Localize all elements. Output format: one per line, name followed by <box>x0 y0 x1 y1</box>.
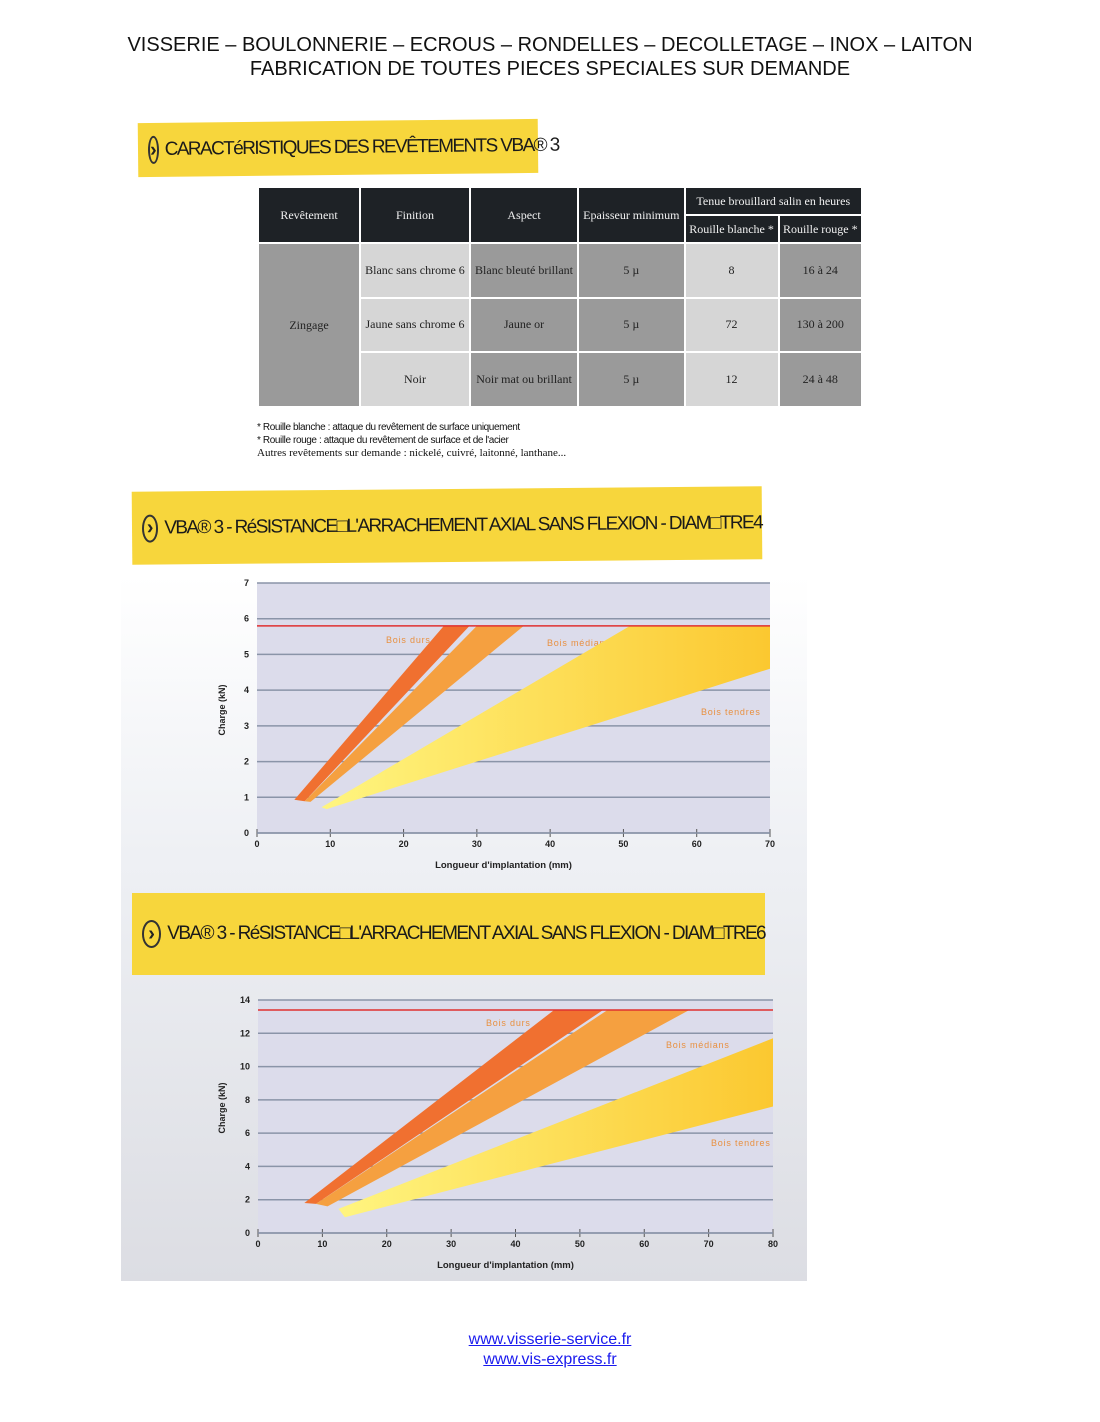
table-row: Jaune sans chrome 6 Jaune or 5 µ 72 130 … <box>259 298 861 352</box>
y-tick-label: 2 <box>244 757 249 767</box>
chevron-right-circle-icon: › <box>141 514 159 543</box>
chart2-banner: › VBA® 3 - RéSISTANCE□L'ARRACHEMENT AXIA… <box>132 893 767 975</box>
link-vis-express[interactable]: www.vis-express.fr <box>483 1351 617 1368</box>
x-axis-label: Longueur d'implantation (mm) <box>437 1260 574 1271</box>
cell-blanche: 8 <box>685 244 778 297</box>
x-tick-label: 50 <box>618 839 628 849</box>
x-tick-label: 10 <box>317 1239 327 1249</box>
y-tick-label: 0 <box>245 1228 250 1238</box>
y-axis-label: Charge (kN) <box>217 1082 227 1133</box>
cell-finition: Jaune sans chrome 6 <box>361 298 469 352</box>
x-tick-label: 50 <box>575 1239 585 1249</box>
x-tick-label: 20 <box>382 1239 392 1249</box>
header-revetement: Revêtement <box>259 188 359 242</box>
cell-aspect: Blanc bleuté brillant <box>470 244 578 297</box>
y-tick-label: 4 <box>245 1161 250 1171</box>
header-rouille-rouge: Rouille rouge * <box>779 216 861 242</box>
x-tick-label: 20 <box>399 839 409 849</box>
series-label: Bois durs <box>386 635 431 645</box>
x-tick-label: 60 <box>639 1239 649 1249</box>
cell-epaisseur: 5 µ <box>579 353 684 406</box>
band-bois-tendres <box>338 1038 773 1218</box>
coatings-banner: › CARACTéRISTIQUES DES REVÊTEMENTS VBA® … <box>137 118 559 178</box>
note-autres: Autres revêtements sur demande : nickelé… <box>257 447 567 459</box>
series-label: Bois durs <box>486 1018 531 1028</box>
chart1-title: VBA® 3 - RéSISTANCE□L'ARRACHEMENT AXIAL … <box>164 511 763 538</box>
cell-epaisseur: 5 µ <box>579 298 684 352</box>
cell-rouge: 24 à 48 <box>779 353 861 406</box>
series-label: Bois médians <box>547 638 611 648</box>
x-tick-label: 0 <box>255 1239 260 1249</box>
chevron-right-circle-icon: › <box>142 920 162 948</box>
y-tick-label: 14 <box>240 995 250 1005</box>
header-finition: Finition <box>361 188 469 242</box>
y-tick-label: 2 <box>245 1195 250 1205</box>
y-tick-label: 1 <box>244 792 249 802</box>
y-tick-label: 8 <box>245 1095 250 1105</box>
x-tick-label: 40 <box>545 839 555 849</box>
header-epaisseur: Epaisseur minimum <box>579 188 684 242</box>
y-axis-label: Charge (kN) <box>217 684 227 735</box>
header-aspect: Aspect <box>470 188 578 242</box>
chart1-banner: › VBA® 3 - RéSISTANCE□L'ARRACHEMENT AXIA… <box>131 486 763 565</box>
x-tick-label: 0 <box>254 839 259 849</box>
cell-epaisseur: 5 µ <box>579 244 684 297</box>
header-rouille-blanche: Rouille blanche * <box>685 216 778 242</box>
cell-rouge: 16 à 24 <box>779 244 861 297</box>
coatings-title: CARACTéRISTIQUES DES REVÊTEMENTS VBA® 3 <box>164 134 559 160</box>
table-row: Zingage Blanc sans chrome 6 Blanc bleuté… <box>259 244 861 406</box>
note-rouille-blanche: * Rouille blanche : attaque du revêtemen… <box>257 422 520 433</box>
x-tick-label: 30 <box>472 839 482 849</box>
x-tick-label: 70 <box>765 839 775 849</box>
series-label: Bois médians <box>666 1040 730 1050</box>
band-bois-durs <box>294 625 470 802</box>
x-axis-label: Longueur d'implantation (mm) <box>435 860 572 871</box>
x-tick-label: 70 <box>704 1239 714 1249</box>
band-bois-medians <box>304 625 524 802</box>
y-tick-label: 5 <box>244 649 249 659</box>
y-tick-label: 10 <box>240 1062 250 1072</box>
cell-blanche: 12 <box>685 353 778 406</box>
y-tick-label: 0 <box>244 828 249 838</box>
band-bois-medians <box>315 1009 690 1207</box>
chart-diametre-6: 0 2 4 6 8 10 12 14 0 10 20 30 40 50 60 70 80 Bois durs Boi… <box>217 995 778 1271</box>
header-line-2: FABRICATION DE TOUTES PIECES SPECIALES S… <box>249 58 851 80</box>
band-bois-durs <box>304 1009 604 1204</box>
table-notes: * Rouille blanche : attaque du revêtemen… <box>257 421 566 460</box>
y-tick-label: 12 <box>240 1028 250 1038</box>
cell-blanche: 72 <box>685 298 778 352</box>
chart2-title: VBA® 3 - RéSISTANCE□L'ARRACHEMENT AXIAL … <box>167 923 766 944</box>
x-tick-label: 10 <box>325 839 335 849</box>
header-tenue: Tenue brouillard salin en heures <box>685 188 861 214</box>
table-row: Noir Noir mat ou brillant 5 µ 12 24 à 48 <box>259 353 861 406</box>
y-tick-label: 4 <box>244 685 249 695</box>
cell-rouge: 130 à 200 <box>779 298 861 352</box>
link-visserie-service[interactable]: www.visserie-service.fr <box>468 1331 632 1348</box>
chevron-right-circle-icon: › <box>147 135 159 164</box>
x-tick-label: 80 <box>768 1239 778 1249</box>
note-rouille-rouge: * Rouille rouge : attaque du revêtement … <box>257 435 509 446</box>
x-tick-label: 30 <box>446 1239 456 1249</box>
header-line-1: VISSERIE – BOULONNERIE – ECROUS – RONDEL… <box>127 34 973 56</box>
cell-aspect: Noir mat ou brillant <box>470 353 578 406</box>
series-label: Bois tendres <box>701 707 761 717</box>
cell-group: Zingage <box>259 244 359 406</box>
y-tick-label: 7 <box>244 578 249 588</box>
series-label: Bois tendres <box>711 1138 771 1148</box>
x-tick-label: 60 <box>692 839 702 849</box>
coatings-table: Revêtement Finition Aspect Epaisseur min… <box>257 186 863 408</box>
y-tick-label: 6 <box>245 1128 250 1138</box>
x-tick-label: 40 <box>510 1239 520 1249</box>
y-tick-label: 3 <box>244 721 249 731</box>
y-tick-label: 6 <box>244 614 249 624</box>
cell-aspect: Jaune or <box>470 298 578 352</box>
band-bois-tendres <box>321 625 770 810</box>
cell-finition: Noir <box>361 353 469 406</box>
cell-finition: Blanc sans chrome 6 <box>361 244 469 297</box>
